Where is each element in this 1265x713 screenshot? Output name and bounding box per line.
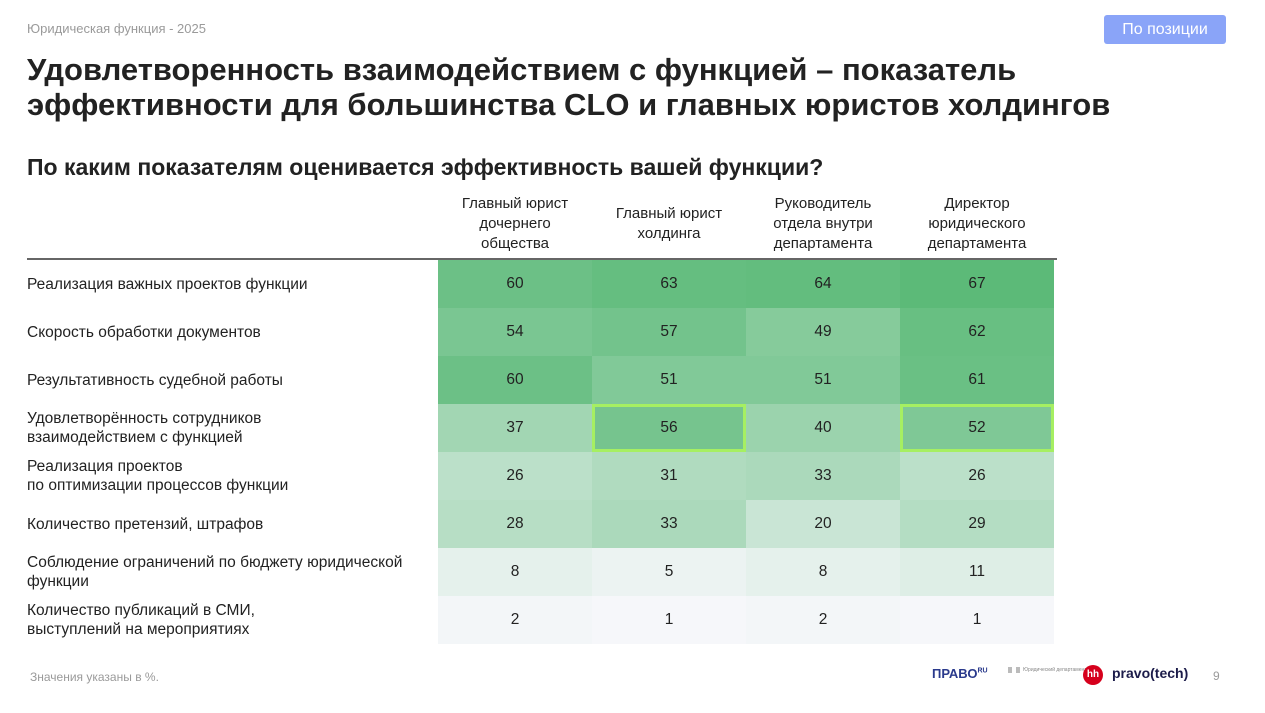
section-label: Юридическая функция - 2025 [27, 21, 206, 36]
logo-legal: Юридический департамент [1008, 667, 1089, 673]
position-button[interactable]: По позиции [1104, 15, 1226, 44]
value-cell: 51 [592, 356, 746, 404]
value-cell: 26 [900, 452, 1054, 500]
value-cell: 5 [592, 548, 746, 596]
header-spacer [27, 190, 438, 258]
value-cell: 52 [900, 404, 1054, 452]
table-row: Количество публикаций в СМИ, выступлений… [27, 596, 1057, 644]
value-cell: 33 [592, 500, 746, 548]
page-number: 9 [1213, 669, 1220, 683]
value-cell: 8 [746, 548, 900, 596]
value-cell: 2 [438, 596, 592, 644]
value-cell: 31 [592, 452, 746, 500]
table-row: Количество претензий, штрафов 28 33 20 29 [27, 500, 1057, 548]
heatmap-table: Главный юрист дочернего общества Главный … [27, 190, 1057, 644]
value-cell: 29 [900, 500, 1054, 548]
row-label: Количество публикаций в СМИ, выступлений… [27, 602, 255, 638]
logo-text: RU [977, 667, 988, 675]
value-cell: 1 [592, 596, 746, 644]
value-cell: 37 [438, 404, 592, 452]
value-cell: 1 [900, 596, 1054, 644]
table-row: Реализация проектов по оптимизации проце… [27, 452, 1057, 500]
value-cell: 49 [746, 308, 900, 356]
value-cell: 20 [746, 500, 900, 548]
value-cell: 64 [746, 260, 900, 308]
footnote: Значения указаны в %. [30, 670, 159, 684]
row-label: Количество претензий, штрафов [27, 515, 264, 533]
row-label: Удовлетворённость сотрудников взаимодейс… [27, 410, 262, 446]
row-label: Реализация проектов по оптимизации проце… [27, 458, 289, 494]
value-cell: 57 [592, 308, 746, 356]
header-row: Главный юрист дочернего общества Главный … [27, 190, 1057, 260]
table-row: Скорость обработки документов 54 57 49 62 [27, 308, 1057, 356]
title: Удовлетворенность взаимодействием с функ… [27, 52, 1111, 122]
value-cell: 60 [438, 356, 592, 404]
logo-text: ПРАВО [932, 666, 978, 681]
value-cell: 60 [438, 260, 592, 308]
value-cell: 62 [900, 308, 1054, 356]
row-label: Результативность судебной работы [27, 371, 283, 389]
table-row: Соблюдение ограничений по бюджету юридич… [27, 548, 1057, 596]
row-label: Реализация важных проектов функции [27, 275, 308, 293]
table-row: Реализация важных проектов функции 60 63 64… [27, 260, 1057, 308]
table-row: Удовлетворённость сотрудников взаимодейс… [27, 404, 1057, 452]
value-cell: 63 [592, 260, 746, 308]
value-cell: 67 [900, 260, 1054, 308]
table-row: Результативность судебной работы 60 51 51 61 [27, 356, 1057, 404]
column-header: Директор юридического департамента [927, 195, 1027, 252]
row-label: Скорость обработки документов [27, 323, 261, 341]
question: По каким показателям оценивается эффекти… [27, 154, 824, 180]
value-cell: 8 [438, 548, 592, 596]
column-header: Руководитель отдела внутри департамента [773, 195, 873, 252]
column-header: Главный юрист дочернего общества [461, 195, 569, 252]
value-cell: 56 [592, 404, 746, 452]
value-cell: 2 [746, 596, 900, 644]
value-cell: 11 [900, 548, 1054, 596]
value-cell: 33 [746, 452, 900, 500]
value-cell: 54 [438, 308, 592, 356]
logo-hh: hh [1083, 665, 1103, 685]
row-label: Соблюдение ограничений по бюджету юридич… [27, 554, 403, 590]
value-cell: 61 [900, 356, 1054, 404]
value-cell: 51 [746, 356, 900, 404]
value-cell: 40 [746, 404, 900, 452]
logo-pravo: ПРАВОRU [932, 666, 988, 681]
value-cell: 28 [438, 500, 592, 548]
column-header: Главный юрист холдинга [615, 205, 723, 242]
logo-pravotech: pravo(tech) [1112, 665, 1189, 681]
value-cell: 26 [438, 452, 592, 500]
